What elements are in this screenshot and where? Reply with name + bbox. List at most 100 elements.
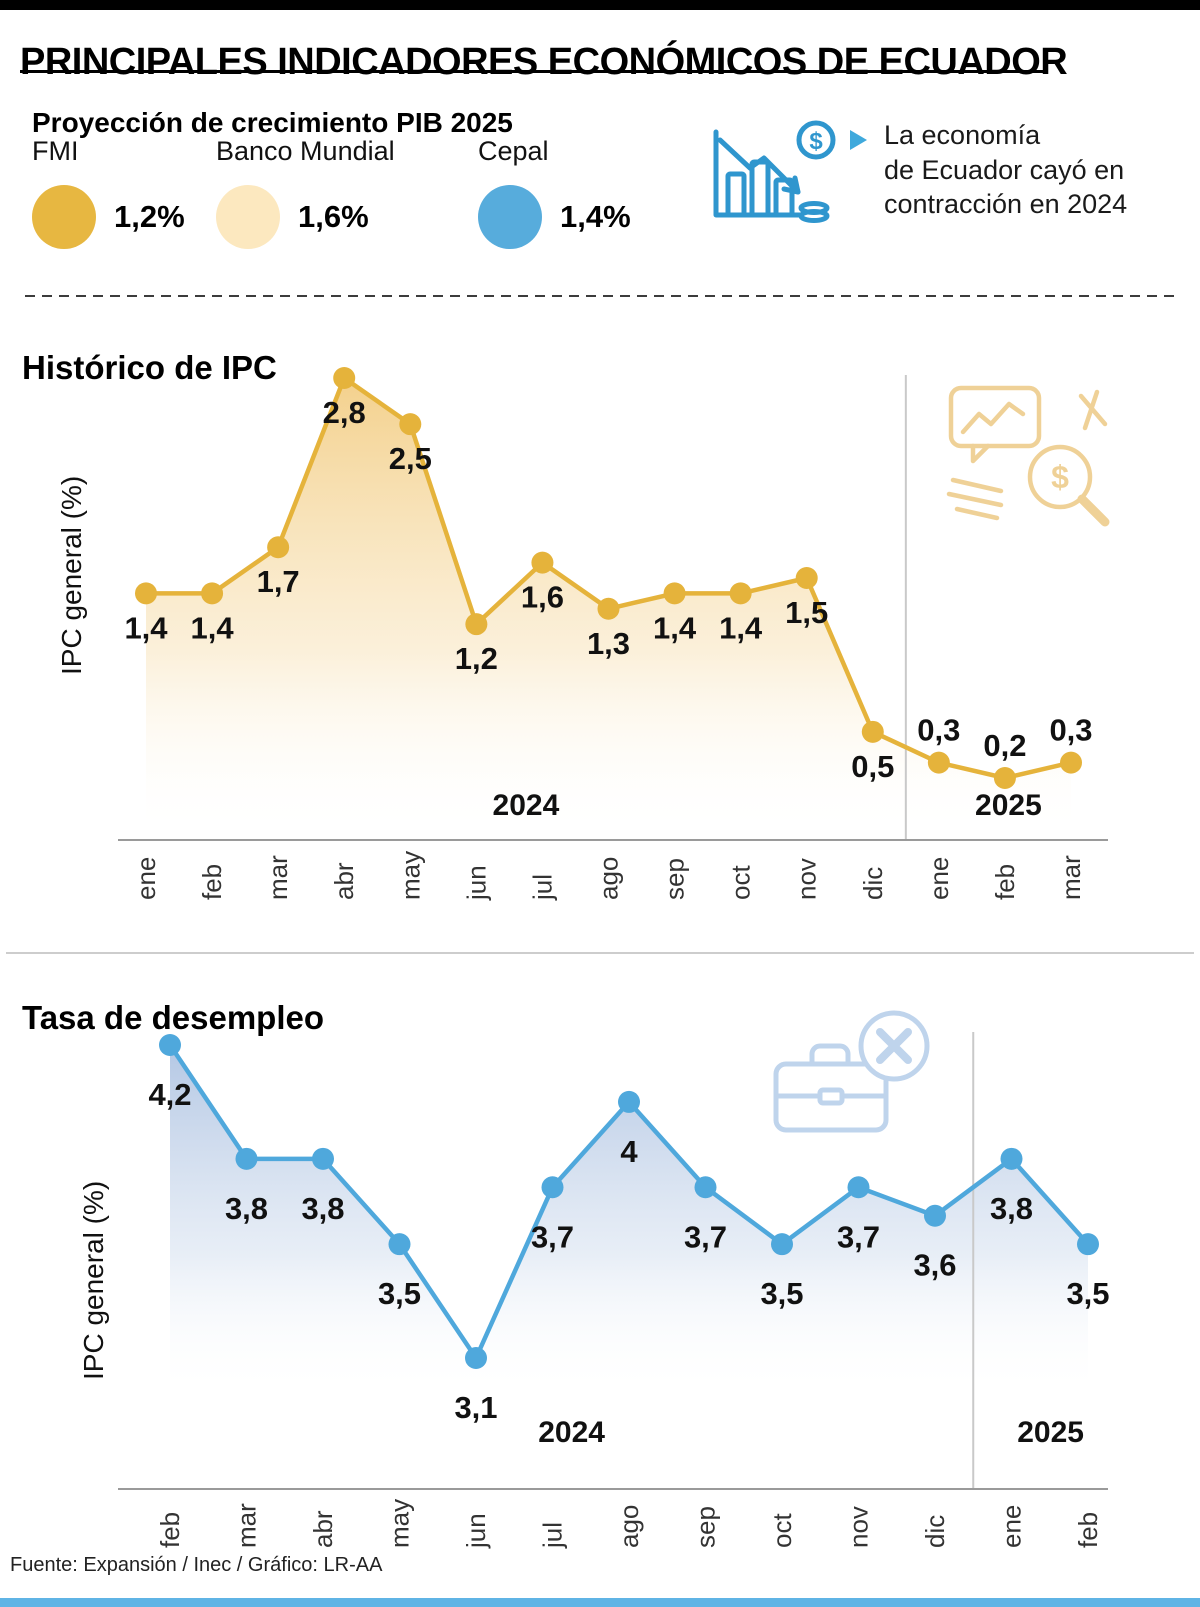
data-point: [597, 597, 620, 620]
legend-label: Cepal: [478, 136, 549, 166]
year-label: 2024: [538, 1416, 605, 1449]
point-label: 3,1: [454, 1390, 497, 1425]
point-label: 0,5: [851, 749, 894, 784]
month-label: sep: [660, 858, 690, 900]
point-label: 3,7: [837, 1219, 880, 1254]
point-label: 3,5: [760, 1276, 803, 1311]
point-label: 1,4: [124, 610, 168, 645]
point-label: 3,8: [301, 1191, 344, 1226]
declining-economy-icon: $: [713, 120, 836, 223]
top-black-bar: [0, 0, 1200, 10]
month-label: ago: [594, 857, 624, 900]
data-point: [795, 567, 818, 589]
point-label: 1,4: [653, 610, 697, 645]
legend-item-cepal: Cepal 1,4%: [478, 136, 631, 249]
data-point: [1000, 1147, 1023, 1170]
month-label: ago: [614, 1505, 644, 1548]
point-label: 1,4: [191, 610, 235, 645]
point-label: 1,4: [719, 610, 763, 645]
note-line: contracción en 2024: [884, 189, 1128, 220]
data-point: [924, 1204, 946, 1227]
point-label: 0,2: [983, 728, 1026, 763]
dashed-divider: [25, 295, 1180, 297]
month-label: jun: [461, 1513, 491, 1549]
point-label: 4,2: [148, 1077, 191, 1112]
year-label: 2024: [493, 789, 560, 822]
data-point: [663, 582, 686, 605]
unemployment-chart-title: Tasa de desempleo: [22, 999, 325, 1037]
point-label: 1,3: [587, 626, 630, 661]
data-point: [159, 1034, 181, 1056]
data-point: [465, 1347, 487, 1369]
data-point: [618, 1090, 640, 1113]
point-label: 1,5: [785, 595, 828, 630]
month-label: ene: [924, 857, 954, 900]
month-label: dic: [858, 867, 888, 900]
month-label: feb: [1073, 1512, 1103, 1548]
month-label: may: [385, 1499, 415, 1548]
point-label: 3,8: [225, 1191, 268, 1226]
month-label: abr: [329, 862, 359, 900]
bottom-blue-bar: [0, 1598, 1200, 1607]
briefcase-x-unemployment-icon: [773, 1010, 930, 1133]
data-point: [1060, 751, 1082, 774]
pib-section-heading: Proyección de crecimiento PIB 2025: [32, 107, 513, 139]
data-point: [694, 1176, 717, 1199]
point-label: 3,5: [378, 1276, 421, 1311]
data-point: [1077, 1233, 1099, 1256]
month-label: ene: [997, 1505, 1027, 1548]
dollar-sign: $: [809, 128, 823, 155]
fmi-color-dot: [32, 185, 96, 249]
ipc-y-axis-label: IPC general (%): [56, 475, 87, 675]
month-label: abr: [308, 1510, 338, 1548]
ipc-line-chart: 1,4 1,4 1,7 2,8 2,5 1,2 1,6 1,3 1,4 1,4 1,5 0,5 0,3 0…: [118, 367, 1108, 901]
cepal-color-dot: [478, 185, 542, 249]
legend-value: 1,4%: [560, 199, 631, 234]
legend-label: Banco Mundial: [216, 136, 395, 166]
data-point: [541, 1176, 564, 1199]
note-line: La economía: [884, 120, 1041, 150]
month-label: nov: [792, 858, 822, 900]
month-label: mar: [1056, 855, 1086, 900]
month-label: feb: [155, 1512, 185, 1548]
legend-label: FMI: [32, 136, 79, 166]
area-fill: [170, 1045, 1088, 1395]
month-label: jul: [538, 1522, 568, 1549]
point-label: 1,2: [455, 641, 498, 676]
page-title: PRINCIPALES INDICADORES ECONÓMICOS DE EC…: [20, 41, 1068, 84]
title-underline: [20, 70, 1048, 73]
data-point: [993, 767, 1016, 789]
month-label: oct: [726, 865, 756, 900]
point-label: 3,8: [990, 1191, 1033, 1226]
data-point: [399, 413, 422, 436]
point-label: 3,7: [531, 1219, 574, 1254]
month-label: may: [395, 851, 425, 900]
point-label: 3,6: [913, 1248, 956, 1283]
point-label: 0,3: [1049, 713, 1092, 748]
data-point: [927, 751, 950, 774]
banco-mundial-color-dot: [216, 185, 280, 249]
point-label: 0,3: [917, 713, 960, 748]
month-label: ene: [131, 857, 161, 900]
point-label: 3,5: [1066, 1276, 1109, 1311]
year-label: 2025: [975, 789, 1042, 822]
dollar-sign: $: [1051, 459, 1069, 495]
source-credit: Fuente: Expansión / Inec / Gráfico: LR-A…: [10, 1554, 383, 1576]
point-label: 1,6: [521, 580, 564, 615]
month-label: jul: [527, 874, 557, 901]
note-triangle-icon: [850, 130, 867, 150]
point-label: 1,7: [257, 564, 300, 599]
month-label: feb: [990, 864, 1020, 900]
economy-note: La economía de Ecuador cayó en contracci…: [884, 118, 1127, 222]
month-label: feb: [197, 864, 227, 900]
month-label: mar: [263, 855, 293, 900]
month-label: sep: [691, 1506, 721, 1548]
point-label: 4: [620, 1134, 638, 1169]
data-point: [135, 582, 157, 605]
month-label: dic: [920, 1515, 950, 1548]
legend-item-fmi: FMI 1,2%: [32, 136, 185, 249]
note-line: de Ecuador cayó en: [884, 154, 1125, 185]
data-point: [465, 613, 488, 636]
point-label: 2,8: [323, 395, 366, 430]
